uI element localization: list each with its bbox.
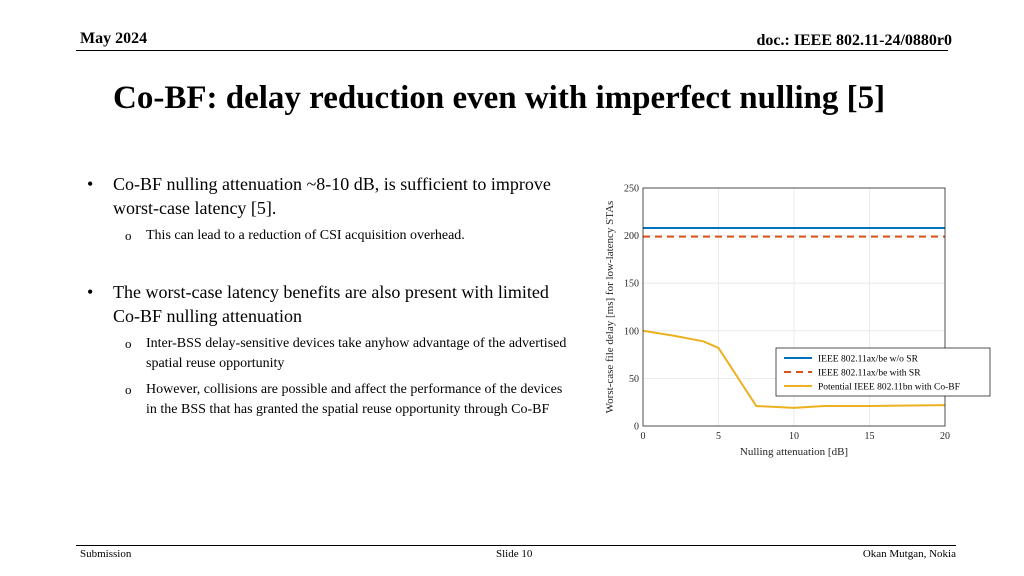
header-doc-id: doc.: IEEE 802.11-24/0880r0 bbox=[756, 32, 952, 49]
slide-title: Co-BF: delay reduction even with imperfe… bbox=[113, 80, 886, 116]
bullet-marker: • bbox=[87, 174, 94, 194]
sub-bullet-marker: o bbox=[125, 336, 132, 351]
legend-label-3: Potential IEEE 802.11bn with Co-BF bbox=[818, 383, 960, 393]
sub-bullet-marker: o bbox=[125, 382, 132, 397]
legend-label-2: IEEE 802.11ax/be with SR bbox=[818, 369, 921, 379]
y-axis-label: Worst-case file delay [ms] for low-laten… bbox=[604, 201, 616, 414]
sub-bullet-1-1-text: This can lead to a reduction of CSI acqu… bbox=[146, 228, 465, 243]
sub-bullet-marker: o bbox=[125, 228, 132, 243]
x-tick-label: 15 bbox=[865, 431, 875, 442]
x-tick-label: 20 bbox=[940, 431, 950, 442]
y-tick-label: 0 bbox=[634, 422, 639, 433]
sub-bullet-2-1: o Inter-BSS delay-sensitive devices take… bbox=[82, 334, 572, 374]
plot-frame bbox=[642, 187, 946, 427]
x-tick-label: 5 bbox=[716, 431, 721, 442]
x-axis-label: Nulling attenuation [dB] bbox=[740, 446, 848, 458]
series-line-3 bbox=[642, 329, 946, 409]
y-tick-label: 200 bbox=[624, 231, 639, 242]
chart-series bbox=[642, 227, 946, 409]
bullet-2-text: The worst-case latency benefits are also… bbox=[113, 282, 549, 326]
footer-center: Slide 10 bbox=[496, 548, 533, 560]
header-rule bbox=[76, 50, 948, 51]
sub-bullet-1-1: o This can lead to a reduction of CSI ac… bbox=[82, 226, 572, 246]
legend-label-1: IEEE 802.11ax/be w/o SR bbox=[818, 355, 919, 365]
header-date: May 2024 bbox=[80, 30, 148, 47]
chart-legend: IEEE 802.11ax/be w/o SR IEEE 802.11ax/be … bbox=[775, 347, 991, 397]
footer-rule bbox=[76, 545, 956, 546]
y-tick-label: 100 bbox=[624, 326, 639, 337]
bullet-1-text: Co-BF nulling attenuation ~8-10 dB, is s… bbox=[113, 174, 551, 218]
x-tick-label: 10 bbox=[789, 431, 799, 442]
bullet-1: • Co-BF nulling attenuation ~8-10 dB, is… bbox=[82, 172, 572, 220]
y-tick-label: 250 bbox=[624, 184, 639, 195]
footer-left: Submission bbox=[80, 548, 132, 560]
x-tick-label: 0 bbox=[641, 431, 646, 442]
y-tick-label: 150 bbox=[624, 279, 639, 290]
bullet-list: • Co-BF nulling attenuation ~8-10 dB, is… bbox=[82, 172, 572, 420]
y-tick-label: 50 bbox=[629, 374, 639, 385]
sub-bullet-2-1-text: Inter-BSS delay-sensitive devices take a… bbox=[146, 336, 567, 371]
bullet-marker: • bbox=[87, 282, 94, 302]
bullet-2: • The worst-case latency benefits are al… bbox=[82, 280, 572, 328]
sub-bullet-2-2: o However, collisions are possible and a… bbox=[82, 380, 572, 420]
sub-bullet-2-2-text: However, collisions are possible and aff… bbox=[146, 382, 563, 417]
footer-right: Okan Mutgan, Nokia bbox=[862, 548, 956, 560]
